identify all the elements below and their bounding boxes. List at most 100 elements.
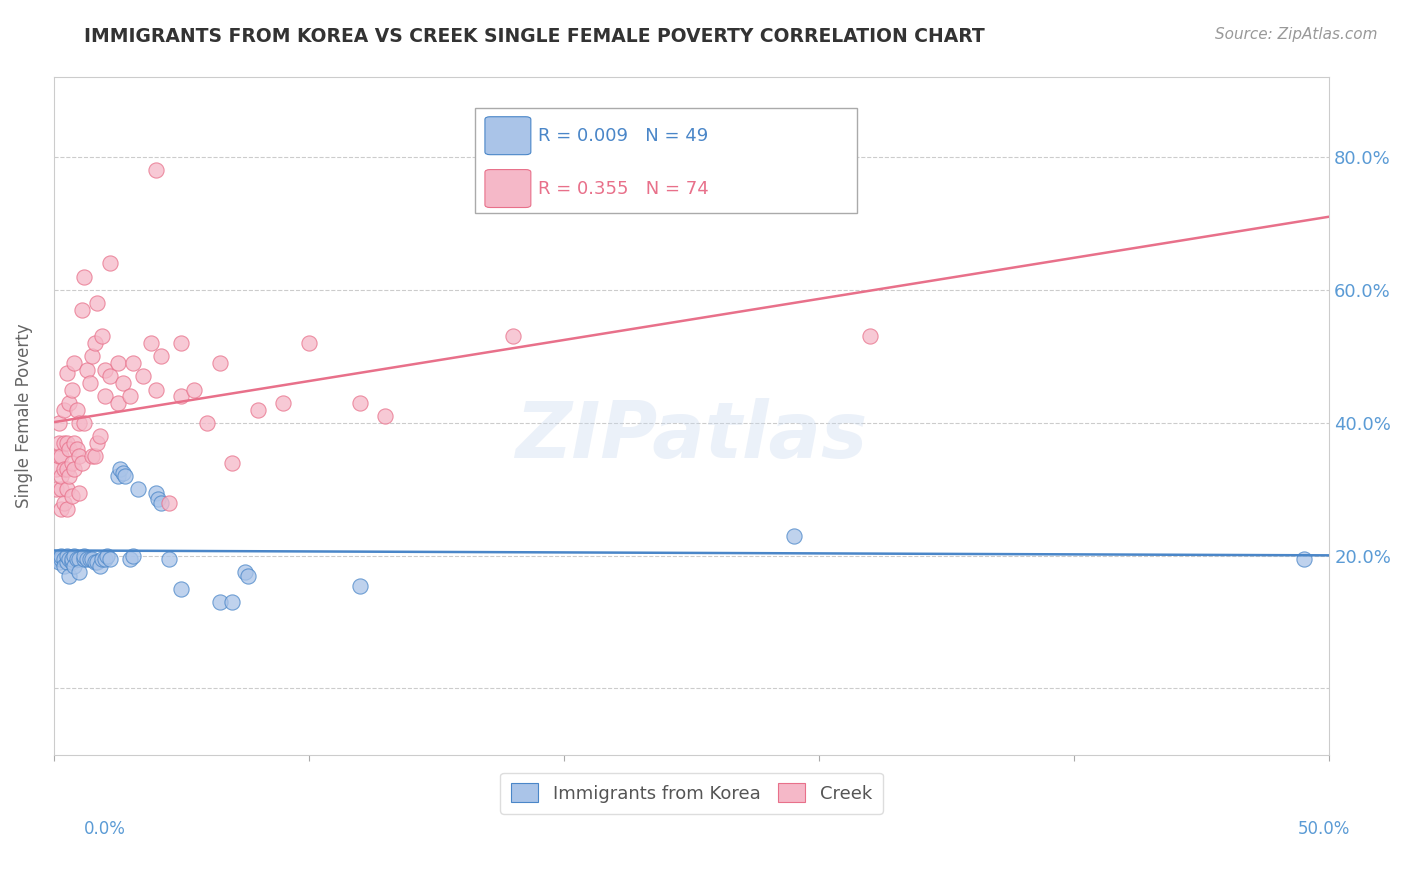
Point: [132, 369, 155, 384]
Point: [58, 442, 80, 457]
Point: [53, 402, 76, 417]
Point: [53, 435, 76, 450]
Point: [51, 449, 73, 463]
Point: [145, 485, 167, 500]
Point: [86, 296, 108, 310]
Point: [58, 396, 80, 410]
Point: [55, 549, 77, 563]
Point: [98, 369, 121, 384]
Point: [66, 442, 89, 457]
Point: [94, 552, 117, 566]
Point: [55, 462, 77, 476]
Point: [859, 329, 882, 343]
Point: [67, 416, 90, 430]
Point: [48, 552, 70, 566]
Point: [70, 302, 93, 317]
Point: [73, 549, 96, 563]
Point: [183, 383, 205, 397]
Point: [60, 552, 83, 566]
Point: [107, 396, 129, 410]
Point: [63, 549, 86, 563]
Point: [120, 389, 142, 403]
Point: [149, 350, 172, 364]
Point: [208, 356, 231, 370]
Point: [58, 469, 80, 483]
Point: [127, 482, 149, 496]
Text: R = 0.355   N = 74: R = 0.355 N = 74: [538, 179, 709, 197]
Point: [67, 485, 90, 500]
Point: [48, 449, 70, 463]
Text: R = 0.009   N = 49: R = 0.009 N = 49: [538, 127, 709, 145]
Point: [98, 552, 121, 566]
FancyBboxPatch shape: [485, 117, 531, 154]
Point: [111, 466, 134, 480]
Point: [221, 456, 243, 470]
Point: [170, 336, 193, 351]
Point: [157, 495, 180, 509]
Point: [139, 336, 162, 351]
Point: [122, 356, 145, 370]
Point: [60, 383, 83, 397]
Point: [349, 578, 371, 592]
Point: [107, 356, 129, 370]
Text: Source: ZipAtlas.com: Source: ZipAtlas.com: [1215, 27, 1378, 42]
Point: [96, 549, 118, 563]
Point: [79, 376, 101, 390]
Point: [91, 552, 114, 566]
Point: [273, 396, 295, 410]
Point: [233, 566, 256, 580]
Point: [53, 462, 76, 476]
Point: [63, 356, 86, 370]
Point: [60, 456, 83, 470]
Point: [60, 489, 83, 503]
Point: [79, 552, 101, 566]
Point: [73, 416, 96, 430]
Point: [76, 362, 98, 376]
Point: [63, 462, 86, 476]
Point: [107, 469, 129, 483]
Point: [70, 456, 93, 470]
Point: [58, 552, 80, 566]
Point: [83, 555, 105, 569]
Point: [108, 462, 131, 476]
FancyBboxPatch shape: [475, 108, 858, 213]
Point: [73, 269, 96, 284]
Point: [208, 595, 231, 609]
Point: [51, 502, 73, 516]
Point: [63, 435, 86, 450]
Point: [45, 552, 67, 566]
Point: [67, 566, 90, 580]
Point: [782, 529, 804, 543]
Point: [236, 568, 259, 582]
Point: [55, 366, 77, 380]
Point: [51, 469, 73, 483]
Point: [66, 402, 89, 417]
Point: [149, 495, 172, 509]
Point: [82, 449, 104, 463]
Point: [51, 549, 73, 563]
Point: [55, 482, 77, 496]
Point: [86, 435, 108, 450]
Point: [170, 582, 193, 596]
Point: [94, 389, 117, 403]
FancyBboxPatch shape: [485, 169, 531, 208]
Point: [86, 555, 108, 569]
Point: [51, 482, 73, 496]
Point: [55, 435, 77, 450]
Text: IMMIGRANTS FROM KOREA VS CREEK SINGLE FEMALE POVERTY CORRELATION CHART: IMMIGRANTS FROM KOREA VS CREEK SINGLE FE…: [84, 27, 986, 45]
Text: ZIPatlas: ZIPatlas: [516, 399, 868, 475]
Point: [114, 469, 136, 483]
Point: [55, 502, 77, 516]
Point: [374, 409, 396, 424]
Point: [145, 383, 167, 397]
Point: [91, 329, 114, 343]
Point: [76, 552, 98, 566]
Point: [170, 389, 193, 403]
Point: [122, 549, 145, 563]
Y-axis label: Single Female Poverty: Single Female Poverty: [15, 324, 32, 508]
Point: [298, 336, 321, 351]
Point: [111, 376, 134, 390]
Legend: Immigrants from Korea, Creek: Immigrants from Korea, Creek: [501, 772, 883, 814]
Point: [48, 416, 70, 430]
Point: [246, 402, 269, 417]
